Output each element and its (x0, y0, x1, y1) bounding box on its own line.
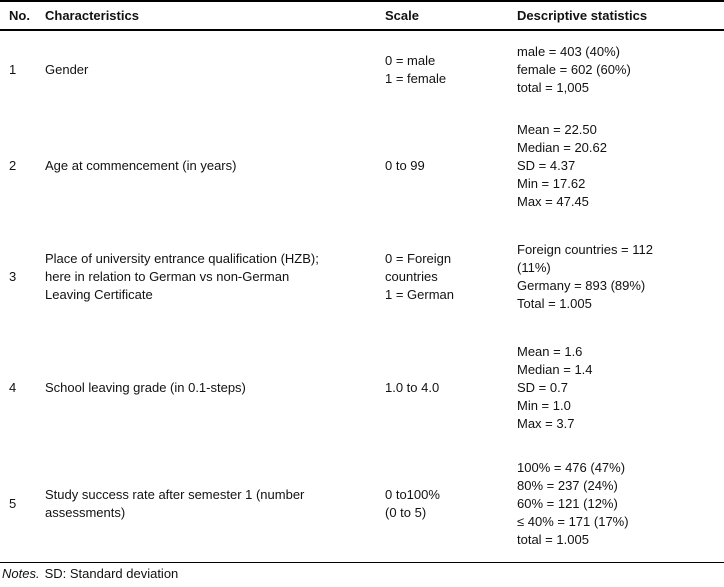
cell-descriptive-statistics: Foreign countries = 112 (11%) Germany = … (517, 241, 653, 311)
cell-no: 4 (9, 379, 17, 395)
cell-scale: 0 to100% (0 to 5) (385, 486, 440, 520)
table-row: 5 Study success rate after semester 1 (n… (0, 445, 724, 562)
col-header-characteristics: Characteristics (45, 0, 385, 31)
col-header-no: No. (0, 0, 45, 31)
notes-text: SD: Standard deviation (44, 566, 179, 581)
cell-descriptive-statistics: Mean = 22.50 Median = 20.62 SD = 4.37 Mi… (517, 121, 607, 209)
cell-scale: 0 to 99 (385, 157, 425, 173)
col-header-scale: Scale (385, 0, 517, 31)
table-notes: Notes. SD: Standard deviation (0, 562, 724, 585)
col-header-descriptive-statistics: Descriptive statistics (517, 0, 724, 31)
table-row: 2 Age at commencement (in years) 0 to 99… (0, 108, 724, 223)
cell-characteristics: Place of university entrance qualificati… (45, 250, 319, 302)
table-row: 4 School leaving grade (in 0.1-steps) 1.… (0, 330, 724, 445)
cell-scale: 0 = Foreign countries 1 = German (385, 250, 455, 302)
cell-descriptive-statistics: 100% = 476 (47%) 80% = 237 (24%) 60% = 1… (517, 459, 629, 547)
cell-descriptive-statistics: male = 403 (40%) female = 602 (60%) tota… (517, 43, 631, 95)
table-row: 3 Place of university entrance qualifica… (0, 223, 724, 330)
cell-no: 5 (9, 495, 17, 511)
notes-label: Notes. (2, 566, 40, 581)
cell-no: 3 (9, 268, 17, 284)
cell-scale: 1.0 to 4.0 (385, 379, 440, 395)
cell-characteristics: Age at commencement (in years) (45, 157, 237, 173)
cell-descriptive-statistics: Mean = 1.6 Median = 1.4 SD = 0.7 Min = 1… (517, 343, 593, 431)
cell-scale: 0 = male 1 = female (385, 52, 447, 86)
cell-characteristics: Gender (45, 61, 89, 77)
table-header-row: No. Characteristics Scale Descriptive st… (0, 0, 724, 31)
cell-no: 1 (9, 61, 17, 77)
table-row: 1 Gender 0 = male 1 = female male = 403 … (0, 30, 724, 108)
cell-characteristics: Study success rate after semester 1 (num… (45, 486, 305, 520)
cell-characteristics: School leaving grade (in 0.1-steps) (45, 379, 246, 395)
cell-no: 2 (9, 157, 17, 173)
characteristics-table: No. Characteristics Scale Descriptive st… (0, 0, 724, 562)
